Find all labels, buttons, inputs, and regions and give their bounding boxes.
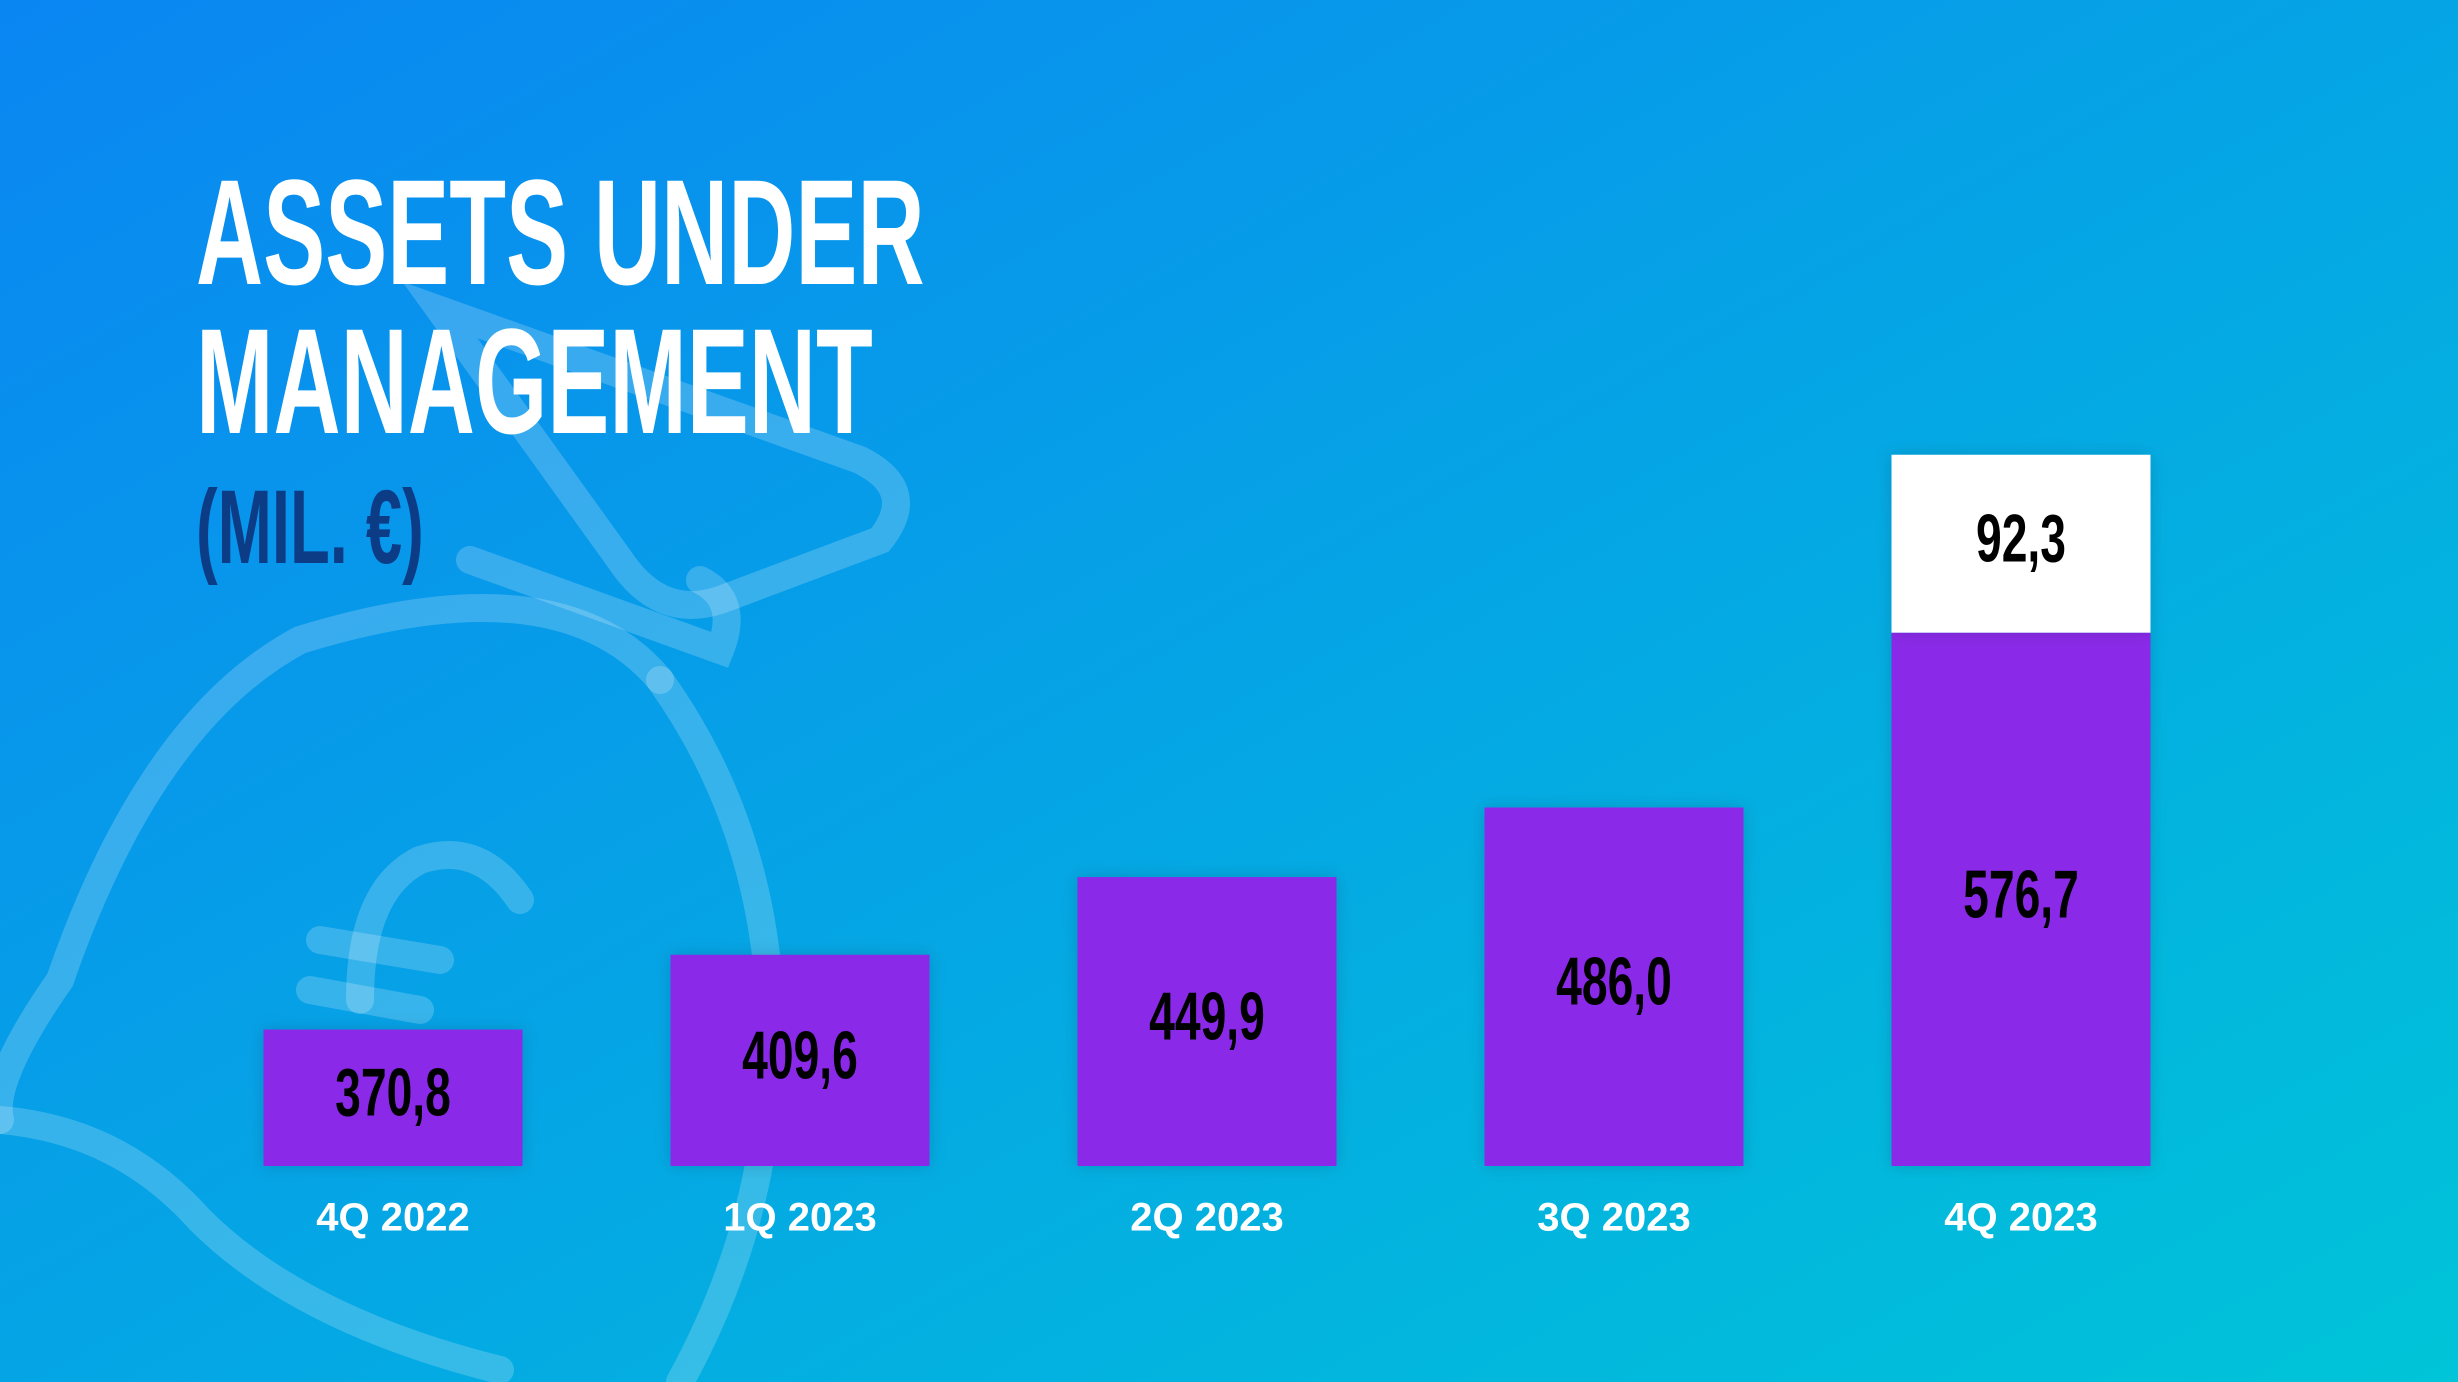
x-tick-label: 2Q 2023	[1130, 1196, 1283, 1240]
x-tick-label: 4Q 2022	[316, 1196, 469, 1240]
x-tick-label: 1Q 2023	[723, 1196, 876, 1240]
value-label: 486,0	[1556, 944, 1672, 1020]
x-tick-label: 3Q 2023	[1537, 1196, 1690, 1240]
bar-segment	[1484, 807, 1744, 1166]
chart-title: ASSETS UNDER MANAGEMENT	[196, 148, 925, 465]
bar-segment	[670, 954, 930, 1166]
bar-segment	[1891, 632, 2151, 1166]
value-label: 409,6	[742, 1018, 858, 1094]
value-label: 576,7	[1963, 856, 2079, 932]
x-tick-label: 4Q 2023	[1944, 1196, 2097, 1240]
chart-subtitle: (MIL. €)	[196, 469, 424, 586]
value-label: 92,3	[1976, 501, 2066, 577]
bar-segment	[1077, 877, 1337, 1166]
value-label: 449,9	[1149, 979, 1265, 1055]
value-label: 370,8	[335, 1055, 451, 1131]
bar-segment	[263, 1029, 523, 1166]
bar-segment	[1891, 454, 2151, 633]
